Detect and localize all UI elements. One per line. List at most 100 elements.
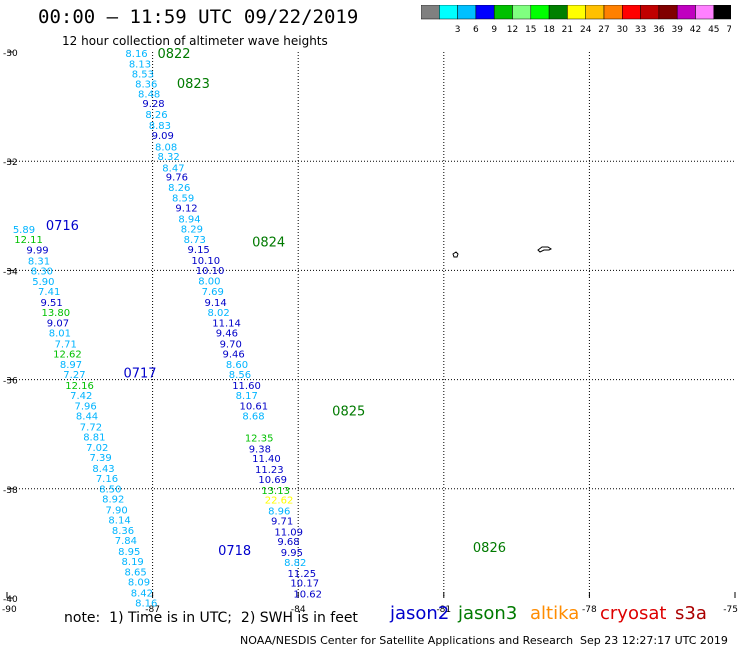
x-tick-label: -90 <box>2 605 17 615</box>
footer-note: note: 1) Time is in UTC; 2) SWH is in fe… <box>64 610 358 626</box>
x-tick-label: -84 <box>291 605 306 615</box>
color-bin-label: 3 <box>455 25 461 35</box>
color-bin-label: 39 <box>671 25 683 35</box>
wave-height-label: 8.73 <box>184 235 206 246</box>
pass-time-label: 0823 <box>177 77 210 92</box>
wave-height-label: 8.44 <box>76 412 98 423</box>
wave-height-label: 8.92 <box>102 495 124 506</box>
wave-height-label: 8.43 <box>92 464 114 475</box>
legend-cryosat: cryosat <box>600 603 667 624</box>
wave-height-label: 11.23 <box>255 465 284 476</box>
x-tick-label: -78 <box>582 605 597 615</box>
wave-height-label: 8.95 <box>118 547 140 558</box>
wave-height-label: 8.82 <box>284 558 306 569</box>
wave-height-label: 8.50 <box>99 485 121 496</box>
legend-s3a: s3a <box>675 603 707 624</box>
wave-height-label: 8.60 <box>226 360 248 371</box>
wave-height-label: 9.95 <box>281 548 303 559</box>
color-bin-label: 27 <box>598 25 609 35</box>
wave-height-label: 11.25 <box>288 569 317 580</box>
wave-height-label: 7.72 <box>80 422 102 433</box>
wave-height-label: 11.40 <box>252 454 281 465</box>
wave-height-label: 8.02 <box>207 308 229 319</box>
wave-height-label: 13.80 <box>41 308 70 319</box>
wave-height-label: 10.62 <box>293 590 322 601</box>
color-bin-label: 30 <box>617 25 629 35</box>
wave-height-label: 22.62 <box>265 496 294 507</box>
color-bin-label: 21 <box>562 25 573 35</box>
wave-height-label: 11.09 <box>274 527 303 538</box>
wave-height-label: 7.96 <box>74 402 96 413</box>
wave-height-label: 12.11 <box>14 235 43 246</box>
color-bin-label: 36 <box>653 25 665 35</box>
wave-height-label: 7.42 <box>70 391 92 402</box>
color-bin-label: 24 <box>580 25 592 35</box>
wave-height-label: 9.12 <box>175 204 197 215</box>
wave-height-label: 7.41 <box>38 287 60 298</box>
color-bin-label: 15 <box>525 25 536 35</box>
wave-height-label: 8.16 <box>135 598 157 609</box>
wave-height-label: 10.10 <box>196 266 225 277</box>
wave-height-label: 8.29 <box>181 224 203 235</box>
wave-height-label: 8.32 <box>157 152 179 163</box>
wave-height-label: 9.38 <box>249 444 271 455</box>
wave-height-label: 9.71 <box>271 516 293 527</box>
wave-height-label: 7.27 <box>63 370 85 381</box>
wave-height-label: 10.10 <box>191 256 220 267</box>
wave-height-label: 7.02 <box>86 443 108 454</box>
wave-height-label: 11.14 <box>212 319 241 330</box>
wave-height-label: 9.28 <box>142 99 164 110</box>
legend-jason2: jason2 <box>390 603 450 624</box>
wave-height-label: 8.68 <box>242 412 264 423</box>
x-tick-label: -87 <box>145 605 160 615</box>
wave-height-label: 13.13 <box>261 486 290 497</box>
pass-time-label: 0826 <box>473 541 506 556</box>
color-bin-label: 18 <box>543 25 555 35</box>
wave-height-label: 8.26 <box>145 110 167 121</box>
wave-height-label: 8.42 <box>131 588 153 599</box>
pass-time-label: 0716 <box>46 219 79 234</box>
wave-height-label: 12.16 <box>65 381 94 392</box>
wave-height-label: 9.14 <box>205 298 227 309</box>
wave-height-label: 8.19 <box>122 557 144 568</box>
x-tick-label: -75 <box>723 605 738 615</box>
color-bin-label: 45 <box>708 25 719 35</box>
y-tick-label: -34 <box>3 267 18 277</box>
wave-height-label: 8.09 <box>128 578 150 589</box>
wave-height-label: 8.31 <box>28 256 50 267</box>
wave-height-label: 8.08 <box>155 142 177 153</box>
legend-jason3: jason3 <box>458 603 518 624</box>
y-tick-label: -38 <box>3 486 18 496</box>
chart-title: 00:00 – 11:59 UTC 09/22/2019 <box>38 6 359 28</box>
credit-line: NOAA/NESDIS Center for Satellite Applica… <box>240 634 574 647</box>
pass-time-label: 0822 <box>157 47 190 62</box>
wave-height-label: 8.13 <box>129 59 151 70</box>
pass-time-label: 0718 <box>218 544 251 559</box>
wave-height-label: 5.89 <box>13 225 35 236</box>
wave-height-label: 8.36 <box>112 526 134 537</box>
wave-height-label: 8.16 <box>125 49 147 60</box>
color-bin <box>713 5 731 20</box>
x-tick-label: -81 <box>436 605 451 615</box>
wave-height-label: 8.36 <box>135 80 157 91</box>
wave-height-label: 8.96 <box>268 507 290 518</box>
chart-subtitle: 12 hour collection of altimeter wave hei… <box>62 34 328 48</box>
pass-time-label: 0717 <box>123 366 156 381</box>
y-tick-label: -32 <box>3 158 18 168</box>
wave-height-label: 9.99 <box>26 246 48 257</box>
color-scale-legend: 36912151821242730333639424570(ft) <box>421 5 731 35</box>
wave-height-label: 10.17 <box>290 579 319 590</box>
color-bin-label: 12 <box>507 25 518 35</box>
island-outline <box>537 246 552 253</box>
wave-height-label: 8.17 <box>236 391 258 402</box>
color-bin-label: 42 <box>690 25 701 35</box>
wave-height-label: 9.76 <box>166 172 188 183</box>
legend-altika: altika <box>530 603 580 624</box>
color-bin-label: 33 <box>635 25 646 35</box>
y-tick-label: -30 <box>3 49 18 59</box>
wave-height-label: 7.16 <box>96 474 118 485</box>
wave-height-label: 5.90 <box>32 277 54 288</box>
wave-height-label: 7.71 <box>55 339 77 350</box>
wave-height-label: 7.84 <box>115 536 137 547</box>
